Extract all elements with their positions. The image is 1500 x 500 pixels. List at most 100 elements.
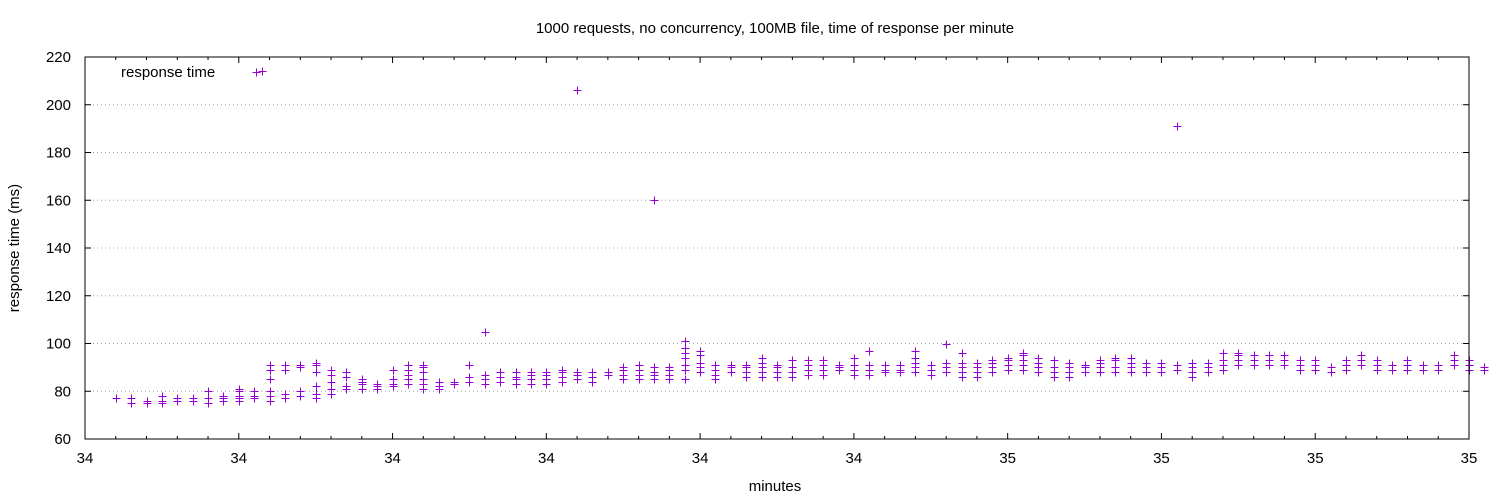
data-point	[405, 362, 413, 370]
x-tick-label: 34	[846, 450, 863, 467]
data-point	[436, 379, 444, 387]
data-point	[1035, 355, 1043, 363]
data-point	[912, 348, 920, 356]
data-point	[205, 395, 213, 403]
data-point	[589, 369, 597, 377]
data-point	[697, 360, 705, 368]
data-point	[1020, 350, 1028, 358]
data-point	[267, 376, 275, 384]
data-point	[1082, 362, 1090, 370]
data-point	[636, 362, 644, 370]
data-point	[712, 362, 720, 370]
y-tick-label: 220	[46, 49, 71, 66]
data-point	[1112, 364, 1120, 372]
legend-marker	[253, 69, 261, 77]
data-point	[1220, 350, 1228, 358]
data-point	[866, 348, 874, 356]
x-tick-label: 34	[384, 450, 401, 467]
data-point	[574, 87, 582, 95]
data-point	[282, 362, 290, 370]
data-point	[113, 395, 121, 403]
data-point	[882, 362, 890, 370]
y-tick-label: 160	[46, 192, 71, 209]
y-axis-label: response time (ms)	[6, 184, 23, 312]
data-point	[236, 386, 244, 394]
data-point	[728, 362, 736, 370]
data-point	[789, 364, 797, 372]
data-point	[1051, 364, 1059, 372]
data-point	[1328, 364, 1336, 372]
data-point	[1420, 362, 1428, 370]
y-tick-label: 100	[46, 336, 71, 353]
data-point	[1174, 362, 1182, 370]
data-point	[259, 68, 267, 76]
data-point	[1235, 350, 1243, 358]
data-point	[482, 329, 490, 337]
data-point	[1343, 357, 1351, 365]
data-point	[959, 360, 967, 368]
data-point	[128, 395, 136, 403]
x-tick-label: 35	[1461, 450, 1478, 467]
data-point	[159, 393, 167, 401]
chart-title: 1000 requests, no concurrency, 100MB fil…	[536, 20, 1014, 37]
data-point	[313, 383, 321, 391]
x-tick-label: 34	[230, 450, 247, 467]
data-point	[420, 362, 428, 370]
data-point	[1143, 360, 1151, 368]
data-point	[682, 362, 690, 370]
data-point	[897, 362, 905, 370]
data-point	[836, 362, 844, 370]
data-point	[943, 341, 951, 349]
data-point	[297, 388, 305, 396]
y-tick-label: 180	[46, 145, 71, 162]
data-point	[959, 350, 967, 358]
data-point	[482, 372, 490, 380]
data-point	[220, 393, 228, 401]
data-point	[943, 360, 951, 368]
x-tick-label: 34	[77, 450, 94, 467]
y-tick-label: 200	[46, 97, 71, 114]
data-point	[390, 367, 398, 375]
data-point	[1189, 360, 1197, 368]
data-point	[1312, 357, 1320, 365]
data-point	[697, 348, 705, 356]
data-point	[205, 388, 213, 396]
data-point	[1435, 362, 1443, 370]
data-point	[651, 197, 659, 205]
data-point	[1128, 355, 1136, 363]
legend-marker-symbol	[253, 69, 261, 77]
data-point	[1251, 352, 1259, 360]
y-tick-label: 140	[46, 240, 71, 257]
data-point	[851, 362, 859, 370]
legend: response time	[121, 64, 261, 81]
data-point	[297, 362, 305, 370]
data-point	[1266, 352, 1274, 360]
data-point	[928, 362, 936, 370]
data-point	[759, 355, 767, 363]
data-point	[1451, 352, 1459, 360]
legend-label: response time	[121, 64, 215, 81]
data-point	[559, 367, 567, 375]
data-point	[851, 355, 859, 363]
data-point	[466, 362, 474, 370]
data-point	[1051, 357, 1059, 365]
data-point	[1389, 362, 1397, 370]
data-point	[328, 379, 336, 387]
data-point	[251, 388, 259, 396]
data-point	[144, 398, 152, 406]
data-point	[267, 388, 275, 396]
data-point	[466, 374, 474, 382]
data-point	[267, 362, 275, 370]
gridlines	[85, 105, 1469, 392]
data-point	[682, 345, 690, 353]
data-point	[328, 386, 336, 394]
x-tick-label: 35	[1153, 450, 1170, 467]
data-points	[113, 68, 1489, 408]
data-point	[866, 362, 874, 370]
y-tick-label: 80	[54, 383, 71, 400]
data-point	[1005, 355, 1013, 363]
data-point	[1220, 357, 1228, 365]
data-point	[651, 364, 659, 372]
data-point	[513, 369, 521, 377]
